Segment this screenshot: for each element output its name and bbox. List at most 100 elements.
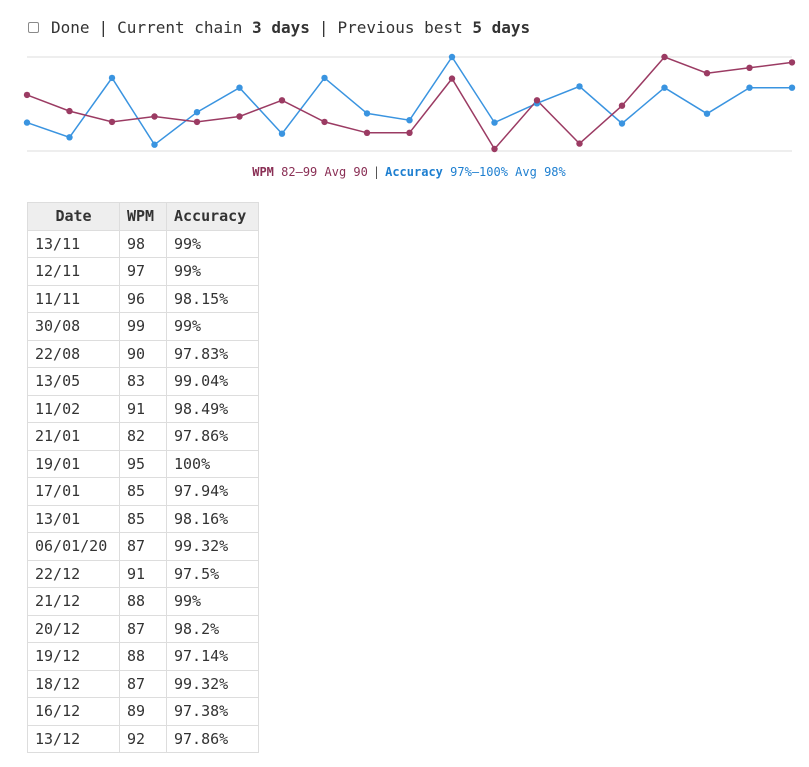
table-row: 16/12 89 97.38% bbox=[27, 697, 259, 726]
wpm-point bbox=[448, 75, 456, 82]
cell-date: 21/01 bbox=[27, 422, 120, 451]
table-header-row: Date WPM Accuracy bbox=[27, 202, 259, 231]
cell-date: 21/12 bbox=[27, 587, 120, 616]
cell-accuracy: 97.86% bbox=[166, 422, 259, 451]
table-row: 06/01/20 87 99.32% bbox=[27, 532, 259, 561]
cell-date: 11/11 bbox=[27, 284, 120, 313]
cell-wpm: 90 bbox=[119, 339, 167, 368]
cell-date: 13/11 bbox=[27, 229, 120, 258]
table-row: 11/11 96 98.15% bbox=[27, 284, 259, 313]
cell-date: 22/08 bbox=[27, 339, 120, 368]
cell-date: 13/01 bbox=[27, 504, 120, 533]
accuracy-point bbox=[151, 141, 158, 148]
accuracy-point bbox=[576, 83, 583, 90]
wpm-point bbox=[363, 129, 371, 136]
accuracy-point bbox=[491, 119, 498, 126]
separator: | bbox=[98, 17, 109, 37]
table-row: 13/12 92 97.86% bbox=[27, 724, 259, 753]
cell-wpm: 88 bbox=[119, 642, 167, 671]
accuracy-point bbox=[703, 110, 711, 117]
cell-date: 19/01 bbox=[27, 449, 120, 478]
cell-wpm: 95 bbox=[119, 449, 167, 478]
cell-accuracy: 97.38% bbox=[166, 697, 259, 726]
legend-wpm-avg: Avg 90 bbox=[324, 165, 368, 179]
cell-accuracy: 99.32% bbox=[166, 669, 259, 698]
wpm-point bbox=[108, 118, 116, 126]
wpm-point bbox=[491, 145, 498, 153]
accuracy-point bbox=[363, 110, 371, 117]
cell-wpm: 96 bbox=[119, 284, 167, 313]
accuracy-point bbox=[448, 53, 456, 61]
accuracy-point bbox=[236, 84, 243, 91]
cell-date: 18/12 bbox=[27, 669, 120, 698]
legend-separator: | bbox=[372, 165, 381, 179]
cell-date: 13/05 bbox=[27, 367, 120, 396]
wpm-point bbox=[278, 97, 286, 104]
wpm-point bbox=[193, 118, 201, 126]
wpm-point bbox=[746, 64, 753, 71]
wpm-point bbox=[151, 113, 158, 120]
column-header-date: Date bbox=[27, 202, 120, 231]
column-header-accuracy: Accuracy bbox=[166, 202, 259, 231]
accuracy-point bbox=[108, 74, 116, 82]
cell-accuracy: 99% bbox=[166, 587, 259, 616]
cell-accuracy: 99.32% bbox=[166, 532, 259, 561]
status-header: Done | Current chain 3 days | Previous b… bbox=[27, 16, 530, 38]
table-row: 17/01 85 97.94% bbox=[27, 477, 259, 506]
table-row: 22/12 91 97.5% bbox=[27, 559, 259, 588]
legend-accuracy-avg: Avg 98% bbox=[515, 165, 566, 179]
cell-wpm: 92 bbox=[119, 724, 167, 753]
accuracy-point bbox=[746, 84, 753, 91]
cell-accuracy: 100% bbox=[166, 449, 259, 478]
table-row: 12/11 97 99% bbox=[27, 257, 259, 286]
records-table: Date WPM Accuracy 13/11 98 99% 12/11 97 99% 11… bbox=[27, 202, 259, 753]
cell-accuracy: 97.94% bbox=[166, 477, 259, 506]
chain-value: 3 days bbox=[252, 17, 310, 37]
legend-wpm-range: 82–99 bbox=[281, 165, 318, 179]
cell-wpm: 88 bbox=[119, 587, 167, 616]
cell-date: 17/01 bbox=[27, 477, 120, 506]
accuracy-point bbox=[618, 120, 626, 127]
cell-accuracy: 98.2% bbox=[166, 614, 259, 643]
separator: | bbox=[318, 17, 329, 37]
done-label: Done bbox=[51, 17, 90, 37]
accuracy-point bbox=[23, 119, 31, 126]
wpm-point bbox=[321, 118, 328, 126]
cell-wpm: 98 bbox=[119, 229, 167, 258]
cell-accuracy: 99% bbox=[166, 312, 259, 341]
cell-wpm: 97 bbox=[119, 257, 167, 286]
cell-date: 06/01/20 bbox=[27, 532, 120, 561]
cell-accuracy: 98.15% bbox=[166, 284, 259, 313]
cell-accuracy: 97.14% bbox=[166, 642, 259, 671]
cell-date: 22/12 bbox=[27, 559, 120, 588]
cell-wpm: 99 bbox=[119, 312, 167, 341]
progress-chart-svg bbox=[23, 53, 796, 153]
chart-series bbox=[23, 53, 796, 153]
wpm-point bbox=[66, 107, 73, 115]
chart-legend: WPM 82–99 Avg 90 | Accuracy 97%–100% Avg 9… bbox=[0, 165, 809, 179]
table-row: 13/01 85 98.16% bbox=[27, 504, 259, 533]
done-checkbox[interactable] bbox=[28, 21, 39, 33]
cell-accuracy: 99.04% bbox=[166, 367, 259, 396]
cell-date: 30/08 bbox=[27, 312, 120, 341]
cell-date: 13/12 bbox=[27, 724, 120, 753]
table-row: 13/05 83 99.04% bbox=[27, 367, 259, 396]
table-row: 30/08 99 99% bbox=[27, 312, 259, 341]
wpm-point bbox=[533, 97, 541, 104]
legend-accuracy-label: Accuracy bbox=[385, 165, 443, 179]
cell-wpm: 89 bbox=[119, 697, 167, 726]
chain-label: Current chain bbox=[117, 17, 243, 37]
table-row: 20/12 87 98.2% bbox=[27, 614, 259, 643]
cell-date: 11/02 bbox=[27, 394, 120, 423]
wpm-point bbox=[618, 102, 626, 109]
table-row: 21/12 88 99% bbox=[27, 587, 259, 616]
cell-date: 12/11 bbox=[27, 257, 120, 286]
cell-date: 16/12 bbox=[27, 697, 120, 726]
best-value: 5 days bbox=[472, 17, 531, 37]
progress-chart bbox=[0, 50, 809, 160]
cell-accuracy: 97.5% bbox=[166, 559, 259, 588]
column-header-wpm: WPM bbox=[119, 202, 167, 231]
cell-accuracy: 99% bbox=[166, 257, 259, 286]
wpm-point bbox=[703, 70, 711, 77]
cell-date: 20/12 bbox=[27, 614, 120, 643]
